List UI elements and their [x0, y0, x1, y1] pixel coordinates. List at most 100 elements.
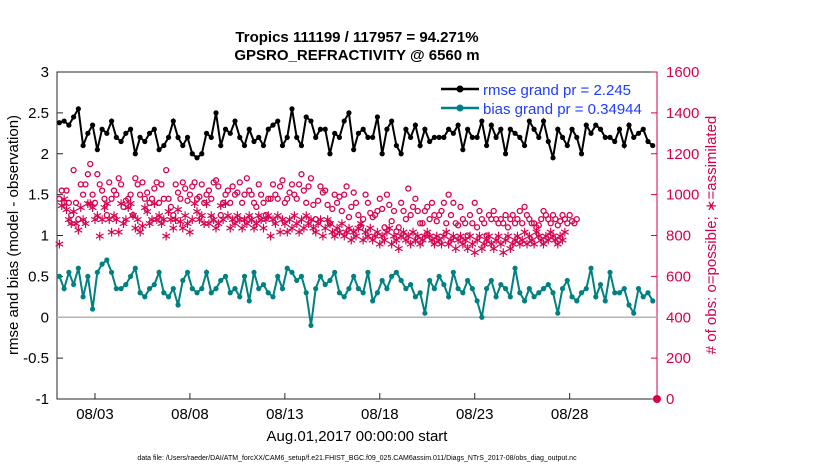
bias-point [251, 269, 257, 275]
obs-possible-marker [419, 220, 426, 227]
obs-possible-marker [255, 181, 262, 188]
obs-possible-marker [454, 222, 462, 229]
obs-assimilated-marker: ∗ [450, 241, 462, 257]
obs-possible-marker [509, 211, 516, 219]
obs-assimilated-marker: ∗ [317, 229, 329, 245]
rmse-point [308, 118, 314, 124]
obs-possible-marker [68, 211, 75, 219]
rmse-point [550, 155, 556, 161]
obs-possible-marker [182, 185, 189, 192]
obs-possible-marker [383, 191, 391, 198]
rmse-point [313, 134, 319, 140]
obs-assimilated-marker: ∗ [315, 212, 327, 228]
rmse-point [389, 118, 395, 124]
rmse-point [180, 142, 186, 149]
obs-possible-marker [236, 179, 243, 186]
bias-point [208, 290, 214, 296]
obs-assimilated-marker: ∗ [331, 220, 343, 236]
obs-possible-marker [412, 195, 419, 202]
obs-possible-marker [96, 181, 103, 188]
bias-point [640, 294, 646, 300]
obs-possible-marker [243, 175, 251, 182]
bias-point [408, 281, 414, 288]
obs-possible-marker [241, 191, 248, 198]
obs-assimilated-series: ∗∗∗∗∗∗∗∗∗∗∗∗∗∗∗∗∗∗∗∗∗∗∗∗∗∗∗∗∗∗∗∗∗∗∗∗∗∗∗∗… [54, 192, 571, 261]
obs-possible-marker [341, 191, 348, 198]
obs-possible-marker [253, 203, 260, 211]
y-right-tick-label: 1200 [666, 146, 699, 163]
obs-assimilated-marker: ∗ [557, 233, 569, 249]
obs-possible-marker [352, 199, 360, 206]
bias-point [132, 265, 138, 271]
obs-assimilated-marker: ∗ [201, 196, 213, 212]
obs-possible-marker [148, 195, 156, 202]
obs-possible-marker [443, 220, 450, 227]
rmse-point [336, 134, 343, 140]
rmse-point [517, 134, 523, 140]
obs-possible-marker [397, 199, 405, 206]
obs-assimilated-marker: ∗ [531, 224, 543, 240]
bias-point [241, 273, 248, 279]
rmse-point [237, 134, 243, 140]
rmse-point [137, 134, 143, 140]
rmse-point [374, 114, 381, 120]
obs-possible-marker [141, 195, 148, 202]
obs-assimilated-marker: ∗ [509, 233, 521, 249]
rmse-point [588, 130, 594, 136]
obs-assimilated-marker: ∗ [495, 237, 507, 253]
y-left-tick-label: 2 [41, 146, 49, 163]
obs-assimilated-marker: ∗ [267, 212, 279, 228]
obs-possible-marker [84, 171, 92, 178]
obs-assimilated-marker: ∗ [538, 237, 550, 253]
rmse-point [346, 110, 352, 116]
legend-bias-marker [456, 104, 464, 112]
obs-possible-marker [82, 181, 89, 188]
obs-assimilated-marker: ∗ [440, 224, 452, 240]
rmse-point [521, 142, 528, 149]
rmse-point [241, 142, 248, 149]
rmse-point [607, 134, 613, 140]
rmse-point [564, 142, 570, 149]
bias-point [635, 286, 642, 292]
obs-possible-marker [167, 203, 175, 211]
rmse-point [398, 151, 404, 157]
obs-assimilated-marker: ∗ [110, 212, 122, 228]
obs-assimilated-marker: ∗ [132, 212, 144, 228]
rmse-point [208, 134, 214, 140]
rmse-point [446, 126, 452, 132]
bias-point [90, 306, 96, 312]
bias-point [631, 310, 637, 316]
obs-assimilated-marker: ∗ [483, 229, 495, 245]
obs-assimilated-marker: ∗ [336, 216, 348, 232]
rmse-point [99, 126, 105, 132]
bias-point [616, 290, 623, 296]
obs-possible-marker [127, 191, 134, 198]
rmse-point [294, 134, 300, 140]
obs-possible-marker [362, 191, 369, 198]
rmse-point [441, 134, 447, 140]
obs-possible-marker [288, 181, 296, 188]
bias-point [483, 286, 490, 292]
rmse-point [540, 118, 547, 124]
rmse-point [469, 134, 475, 140]
obs-possible-marker [217, 211, 224, 219]
legend-rmse-marker [456, 85, 464, 93]
bias-point [355, 286, 362, 292]
rmse-point [465, 126, 471, 132]
obs-assimilated-marker: ∗ [108, 208, 120, 224]
obs-assimilated-marker: ∗ [291, 216, 303, 232]
obs-assimilated-marker: ∗ [554, 229, 566, 245]
rmse-point [450, 130, 456, 136]
obs-assimilated-marker: ∗ [106, 224, 118, 240]
obs-assimilated-marker: ∗ [227, 212, 239, 228]
obs-assimilated-marker: ∗ [170, 212, 182, 228]
obs-possible-marker [504, 224, 512, 231]
obs-assimilated-marker: ∗ [443, 237, 455, 253]
obs-possible-marker [414, 207, 421, 215]
bias-point [559, 286, 566, 292]
obs-possible-marker [101, 195, 108, 202]
obs-assimilated-marker: ∗ [101, 196, 113, 212]
obs-assimilated-marker: ∗ [286, 220, 298, 236]
obs-assimilated-marker: ∗ [485, 237, 497, 253]
obs-assimilated-marker: ∗ [284, 212, 296, 228]
